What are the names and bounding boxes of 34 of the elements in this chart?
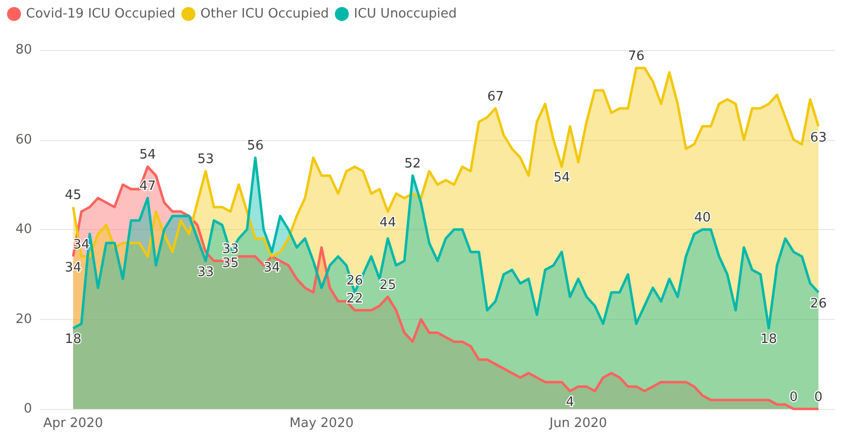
- data-label: 53: [197, 152, 214, 168]
- data-label: 22: [346, 291, 363, 306]
- data-label: 34: [264, 260, 280, 276]
- data-label: 40: [694, 210, 711, 226]
- legend-label: Covid-19 ICU Occupied: [26, 6, 176, 22]
- data-label: 45: [64, 188, 82, 204]
- data-label: 34: [64, 260, 82, 276]
- data-label: 47: [139, 179, 156, 194]
- x-tick-label: Jun 2020: [548, 416, 608, 431]
- data-label: 0: [789, 390, 798, 405]
- y-tick-label: 80: [15, 42, 32, 58]
- data-label: 54: [139, 148, 156, 163]
- legend-label: ICU Unoccupied: [354, 6, 457, 22]
- data-label: 33: [197, 264, 214, 280]
- data-label: 25: [380, 278, 396, 293]
- data-label: 52: [404, 156, 421, 172]
- data-label: 56: [247, 138, 264, 154]
- legend-label: Other ICU Occupied: [200, 6, 329, 22]
- data-label: 26: [346, 273, 363, 288]
- data-label: 4: [566, 395, 574, 410]
- y-tick-label: 20: [15, 312, 32, 327]
- data-label: 26: [810, 296, 827, 312]
- x-tick-label: Apr 2020: [43, 416, 103, 431]
- data-label: 67: [487, 89, 504, 104]
- data-label: 76: [628, 48, 645, 64]
- y-tick-label: 0: [24, 402, 32, 416]
- data-label: 63: [810, 130, 827, 146]
- y-tick-label: 60: [15, 132, 32, 148]
- data-label: 54: [553, 170, 570, 186]
- x-tick-label: May 2020: [290, 416, 354, 431]
- data-label: 0: [814, 390, 823, 405]
- data-label: 18: [760, 332, 778, 348]
- y-tick-label: 40: [15, 222, 32, 237]
- data-label: 44: [380, 216, 396, 231]
